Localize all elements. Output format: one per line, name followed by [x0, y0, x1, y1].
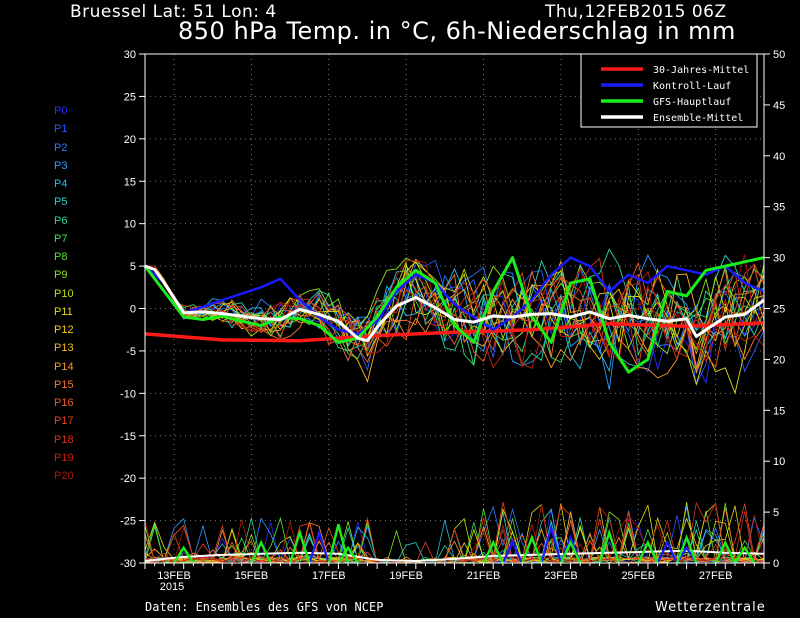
gfs-main-run-precip-spike	[559, 539, 582, 564]
member-label-p0: P0	[54, 105, 68, 117]
y-left-tick-label: 25	[124, 91, 136, 103]
axes: -30 -25 -20 -15 -10 -5 0 5 10 15 20 25 30 0 5 10 15 20 25 3…	[120, 49, 785, 593]
chart-title: 850 hPa Temp. in °C, 6h-Niederschlag in …	[178, 17, 736, 45]
y-right-tick-label: 5	[773, 507, 779, 519]
y-left-tick-label: -20	[120, 473, 136, 485]
x-tick-label: 13FEB	[157, 570, 191, 582]
control-run-precip-spike	[656, 540, 678, 564]
y-right-tick-label: 15	[773, 405, 785, 417]
ensemble-mean-precip-line	[144, 549, 765, 562]
legend: 30-Jahres-Mittel Kontroll-Lauf GFS-Hauptla…	[580, 53, 758, 128]
member-line-p10	[145, 261, 765, 351]
y-left-tick-label: -15	[120, 431, 136, 443]
x-tick-sublabel: 2015	[160, 581, 184, 593]
y-left-tick-label: -30	[120, 558, 136, 570]
member-label-p18: P18	[54, 433, 74, 446]
member-line-p16	[145, 261, 765, 372]
y-right-tick-label: 10	[773, 456, 785, 468]
x-tick-label: 27FEB	[699, 570, 733, 582]
member-label-p6: P6	[54, 214, 68, 227]
y-right-tick-label: 40	[773, 151, 785, 163]
y-left-tick-label: -10	[120, 388, 136, 400]
member-list: P0 P1 P2 P3 P4 P5 P6 P7 P8 P9 P10 P11 P12 P13 P14 P15 P1…	[54, 102, 74, 485]
control-run-precip-spike	[501, 540, 524, 564]
control-run-line	[144, 256, 765, 336]
y-right-tick-label: 25	[773, 304, 785, 316]
member-label-p20: P20	[54, 470, 74, 482]
x-tick-label: 19FEB	[389, 570, 423, 582]
legend-label: Kontroll-Lauf	[653, 81, 731, 92]
gfs-main-run-precip-spike	[637, 539, 659, 564]
member-label-p13: P13	[54, 342, 74, 355]
y-right-tick-label: 45	[773, 100, 785, 112]
legend-box	[580, 53, 758, 128]
member-label-p14: P14	[54, 360, 74, 373]
location-label: Bruessel Lat: 51 Lon: 4	[70, 2, 277, 22]
x-tick-label: 15FEB	[235, 570, 269, 582]
member-label-p16: P16	[54, 397, 74, 409]
member-label-p10: P10	[54, 287, 74, 300]
member-label-p1: P1	[54, 123, 68, 136]
y-left-tick-label: -25	[120, 516, 136, 528]
y-left-tick-label: 10	[124, 219, 136, 231]
member-line-p14	[145, 265, 765, 379]
y-right-tick-label: 0	[773, 558, 779, 570]
y-right-tick-label: 50	[773, 49, 785, 61]
legend-label: Ensemble-Mittel	[653, 113, 743, 124]
x-tick-label: 21FEB	[467, 570, 501, 582]
ensemble-mean-line	[144, 264, 765, 343]
run-datetime: Thu,12FEB2015 06Z	[545, 2, 727, 22]
gfs-main-run-precip-spike	[733, 545, 756, 564]
member-label-p12: P12	[54, 324, 74, 336]
member-line-p18	[145, 257, 765, 370]
member-label-p15: P15	[54, 378, 74, 391]
y-left-tick-label: 20	[124, 134, 136, 146]
gfs-main-run-precip-spike	[250, 539, 272, 564]
member-label-p19: P19	[54, 451, 74, 464]
highlighted-lines	[143, 256, 765, 564]
x-tick-label: 17FEB	[312, 570, 346, 582]
member-label-p2: P2	[54, 141, 68, 154]
y-left-tick-label: 30	[124, 49, 136, 61]
gfs-main-run-precip-spike	[598, 528, 621, 564]
gfs-main-run-precip-spike	[337, 545, 359, 564]
legend-label: GFS-Hauptlauf	[653, 97, 731, 108]
data-source: Daten: Ensembles des GFS von NCEP	[145, 600, 384, 614]
climate-mean-line	[144, 321, 765, 343]
y-left-tick-label: 5	[130, 261, 136, 273]
y-left-tick-label: 0	[130, 304, 136, 316]
member-label-p17: P17	[54, 415, 74, 428]
y-right-tick-label: 30	[773, 253, 785, 265]
gfs-main-run-precip-spike	[675, 534, 698, 564]
y-right-tick-label: 35	[773, 202, 785, 214]
y-left-tick-label: 15	[124, 176, 136, 188]
gfs-main-run-precip-spike	[288, 528, 311, 564]
gfs-main-run-precip-spike	[521, 534, 543, 564]
gfs-main-run-precip-spike	[327, 524, 350, 564]
gfs-main-run-line	[143, 256, 765, 374]
x-tick-label: 23FEB	[544, 570, 578, 582]
gfs-main-run-precip-spike	[172, 545, 195, 564]
x-tick-label: 25FEB	[621, 570, 655, 582]
member-line-p6	[145, 248, 765, 367]
member-precip-p13	[144, 502, 765, 564]
legend-label: 30-Jahres-Mittel	[653, 65, 749, 76]
member-label-p4: P4	[54, 178, 68, 190]
member-label-p9: P9	[54, 269, 68, 282]
member-label-p11: P11	[54, 305, 73, 318]
y-right-tick-label: 20	[773, 354, 785, 366]
member-label-p8: P8	[54, 251, 68, 263]
control-run-precip-spike	[308, 528, 330, 564]
gfs-main-run-precip-spike	[482, 539, 504, 564]
member-precip-p18	[144, 501, 765, 564]
member-label-p7: P7	[54, 232, 68, 245]
member-label-p3: P3	[54, 159, 68, 172]
gfs-main-run-precip-spike	[714, 539, 737, 564]
control-run-precip-spike	[540, 523, 562, 564]
y-left-tick-label: -5	[126, 346, 136, 358]
brand-label: Wetterzentrale	[655, 600, 766, 615]
member-label-p5: P5	[54, 196, 68, 209]
